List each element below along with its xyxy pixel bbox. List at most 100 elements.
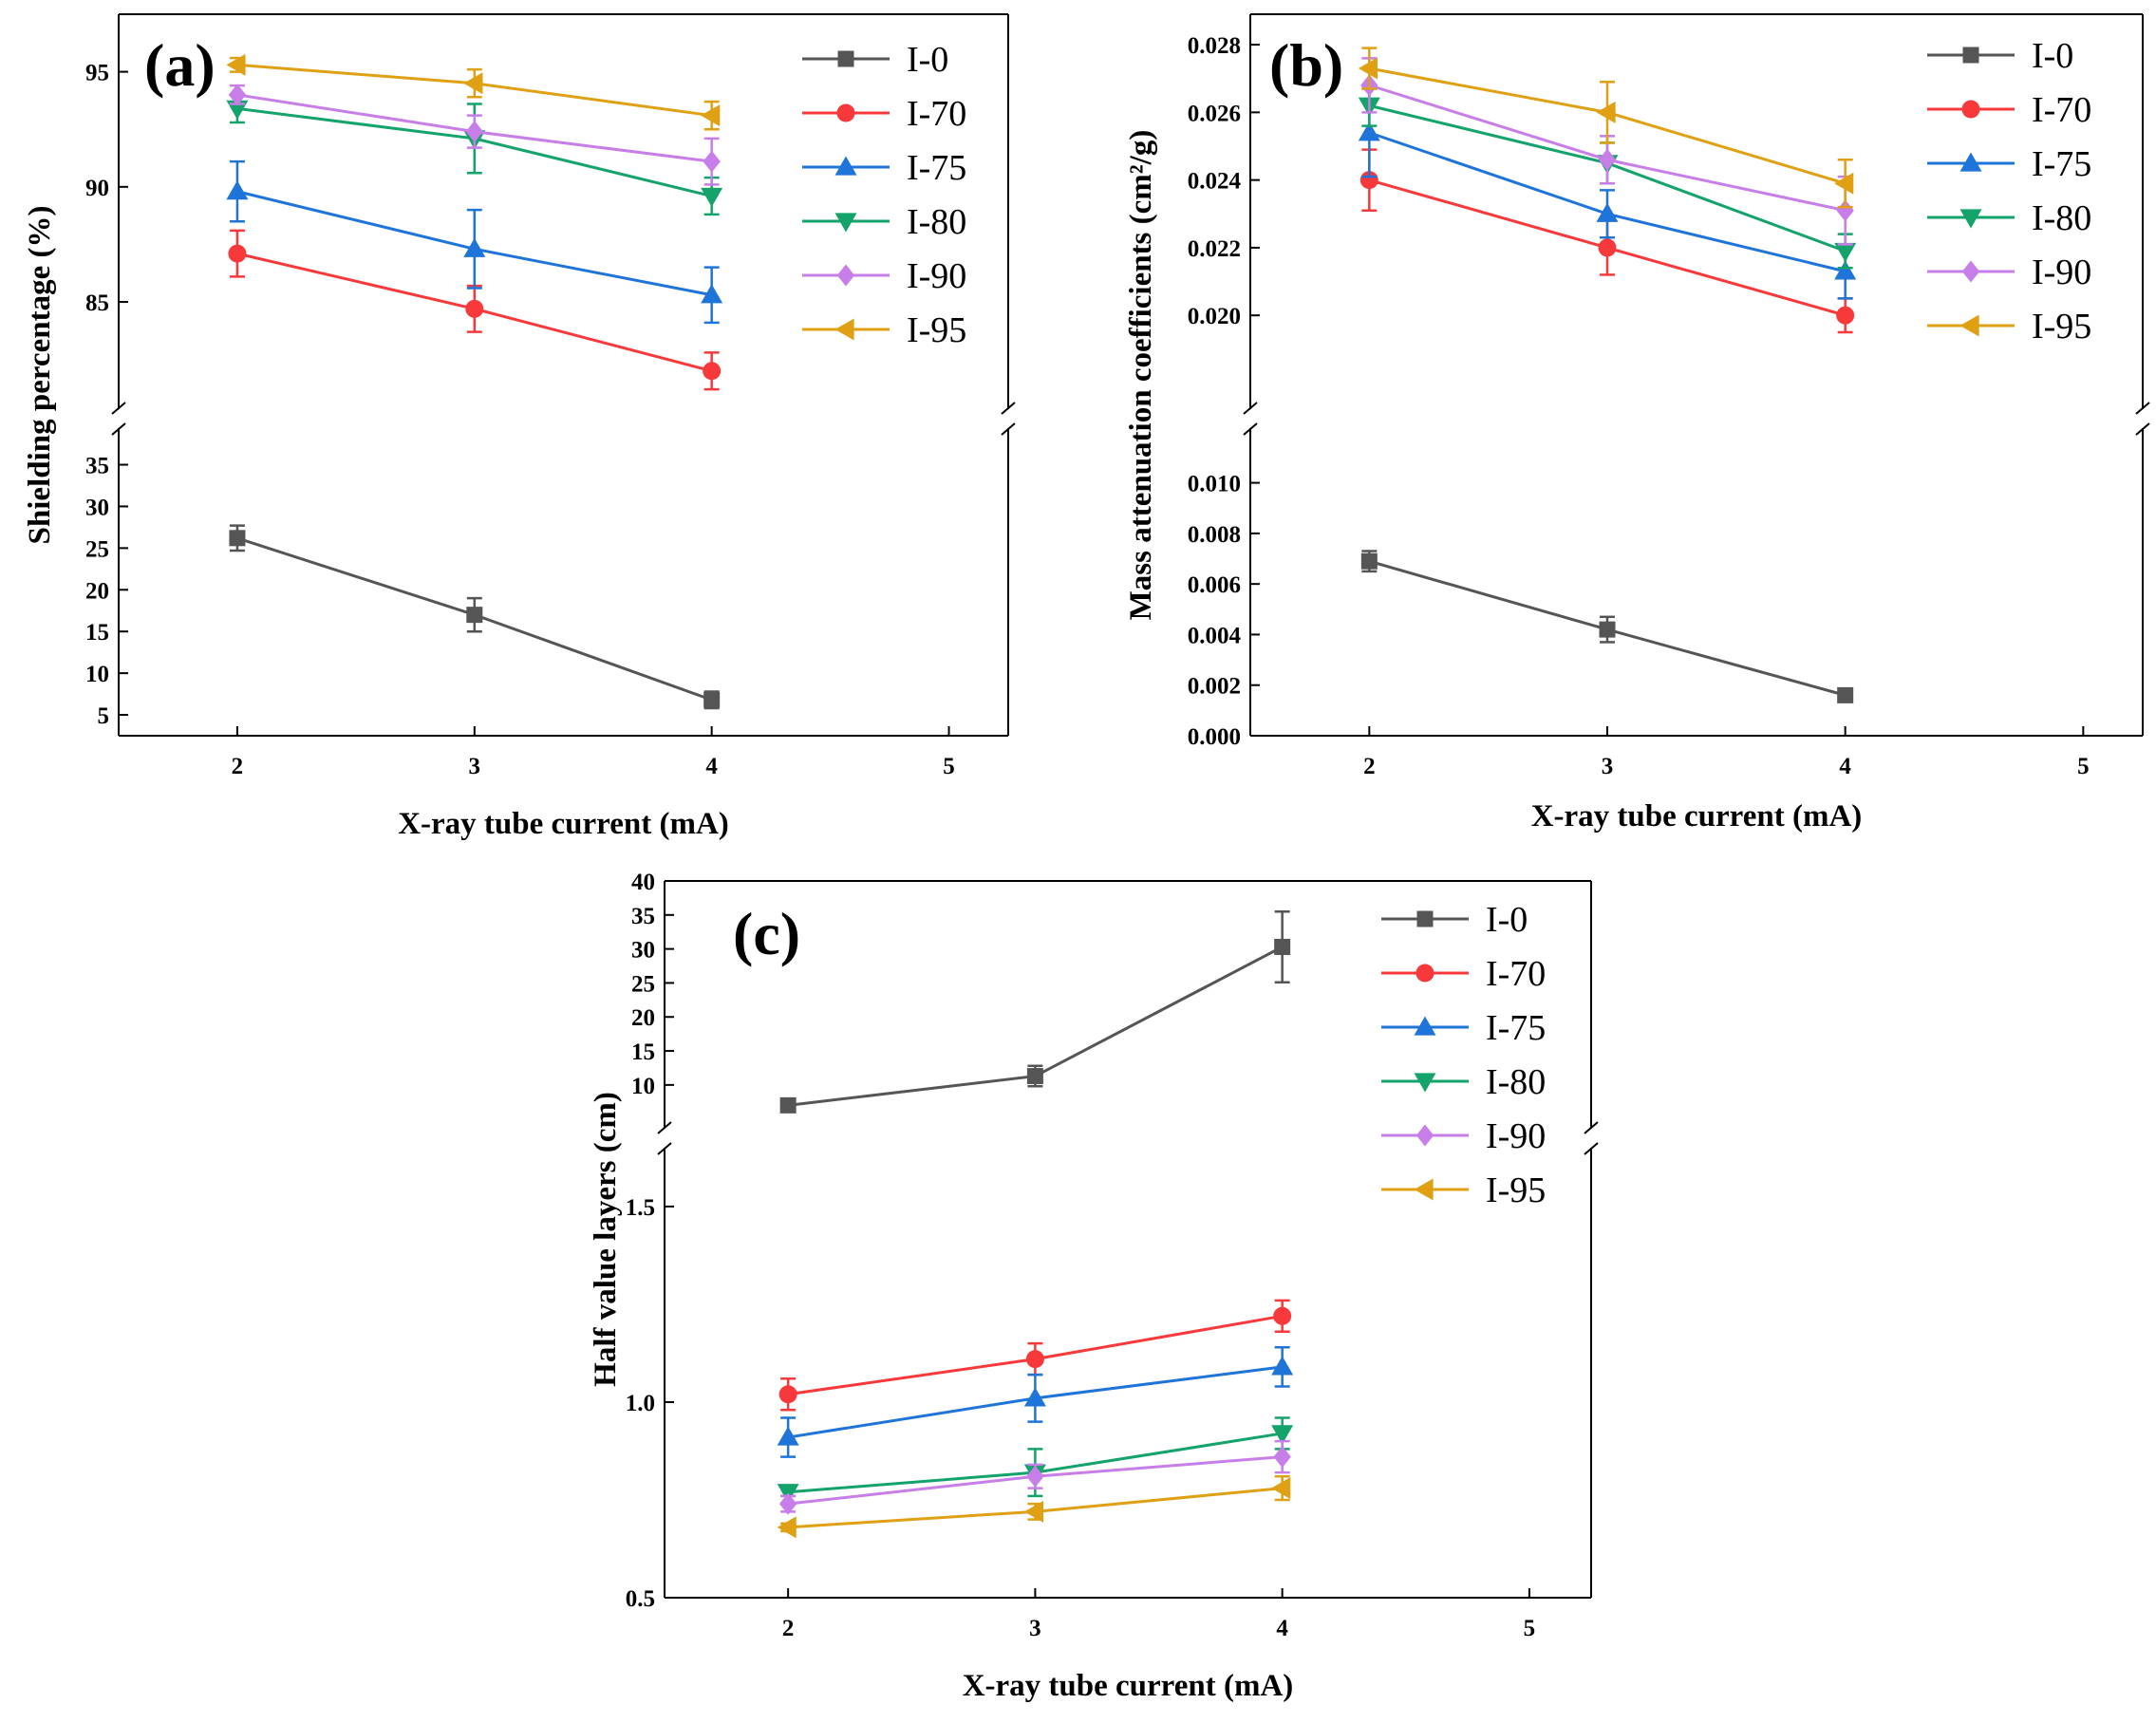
data-point xyxy=(701,104,721,127)
data-point xyxy=(777,1426,799,1446)
legend-marker xyxy=(836,103,855,122)
legend-marker xyxy=(1959,314,1979,337)
data-point xyxy=(465,121,483,143)
x-tick-label: 4 xyxy=(1276,1616,1288,1641)
y-tick-label: 0.006 xyxy=(1188,572,1241,598)
data-point xyxy=(701,187,723,208)
legend-item: I-95 xyxy=(1927,307,2091,346)
legend-label: I-75 xyxy=(1486,1008,1546,1048)
series-I-0 xyxy=(229,524,721,710)
legend-marker xyxy=(1414,1016,1436,1036)
data-point xyxy=(1358,57,1378,80)
data-point xyxy=(703,362,722,381)
data-point xyxy=(1271,1425,1294,1445)
y-tick-label: 0.020 xyxy=(1188,304,1241,329)
legend-item: I-95 xyxy=(802,310,966,350)
legend-item: I-80 xyxy=(1381,1062,1546,1102)
data-point xyxy=(1599,621,1616,638)
legend-label: I-70 xyxy=(907,94,966,134)
legend-label: I-90 xyxy=(1486,1116,1546,1156)
data-point xyxy=(1834,172,1854,195)
data-point xyxy=(777,1516,797,1539)
axis-break-mark xyxy=(1584,1142,1599,1155)
legend-item: I-0 xyxy=(1927,36,2073,76)
legend-label: I-90 xyxy=(907,256,966,296)
chart-panel-1: 2 3 4 5 85 90 95 5 10 15 20 25 30 35 X-ray tube curren… xyxy=(23,13,1016,841)
series-I-70 xyxy=(778,1299,1292,1412)
axis-break-mark xyxy=(1243,402,1258,415)
data-point xyxy=(1273,1446,1291,1469)
legend-marker xyxy=(1961,260,1980,283)
data-point xyxy=(463,237,486,257)
legend-item: I-90 xyxy=(802,256,966,296)
data-point xyxy=(463,72,483,95)
x-tick-label: 4 xyxy=(1839,754,1851,779)
legend-marker xyxy=(1415,1124,1434,1147)
series-I-90 xyxy=(778,1439,1291,1515)
data-point xyxy=(1837,686,1854,703)
series-I-70 xyxy=(228,229,722,391)
x-tick-label: 5 xyxy=(2077,754,2090,779)
legend-label: I-95 xyxy=(907,310,966,350)
data-point xyxy=(1274,938,1291,955)
legend-label: I-70 xyxy=(2032,90,2091,130)
legend-label: I-80 xyxy=(1486,1062,1546,1102)
y-tick-label: 5 xyxy=(98,703,110,729)
legend-item: I-0 xyxy=(1381,900,1528,940)
axis-break-mark xyxy=(111,422,126,436)
x-tick-label: 2 xyxy=(232,754,244,779)
data-point xyxy=(465,299,484,318)
x-tick-label: 3 xyxy=(469,754,481,779)
data-point xyxy=(226,100,249,120)
data-point xyxy=(1598,238,1617,257)
y-tick-label: 0.002 xyxy=(1188,674,1241,700)
data-point xyxy=(1596,202,1619,222)
legend-item: I-75 xyxy=(1381,1008,1546,1048)
data-point xyxy=(779,1096,797,1114)
y-tick-label: 30 xyxy=(85,495,109,520)
legend-marker xyxy=(1414,1178,1434,1201)
data-point xyxy=(228,84,247,106)
x-axis-title: X-ray tube current (mA) xyxy=(1531,799,1863,833)
series-I-95 xyxy=(777,1475,1291,1539)
axis-break-mark xyxy=(1001,402,1016,415)
x-tick-label: 5 xyxy=(943,754,955,779)
y-tick-label: 20 xyxy=(631,1005,655,1031)
data-point xyxy=(1271,1356,1294,1376)
axis-break-mark xyxy=(1243,422,1258,436)
y-tick-label: 25 xyxy=(631,971,655,997)
legend-label: I-95 xyxy=(1486,1171,1546,1210)
data-point xyxy=(1598,148,1617,171)
data-point xyxy=(1836,199,1854,222)
legend-item: I-70 xyxy=(1927,90,2091,130)
legend-item: I-90 xyxy=(1381,1116,1546,1156)
data-point xyxy=(778,1492,797,1515)
legend-label: I-75 xyxy=(907,148,966,188)
y-tick-label: 0.000 xyxy=(1188,724,1241,750)
legend-item: I-70 xyxy=(1381,954,1546,994)
legend-item: I-0 xyxy=(802,40,948,80)
panel-label: (c) xyxy=(733,900,800,967)
y-tick-label: 1.0 xyxy=(626,1391,655,1416)
legend-item: I-70 xyxy=(802,94,966,134)
axis-break-mark xyxy=(657,1142,672,1155)
y-tick-label: 0.028 xyxy=(1188,33,1241,59)
data-point xyxy=(703,150,721,173)
legend-marker xyxy=(834,156,857,176)
y-tick-label: 15 xyxy=(631,1039,655,1065)
data-point xyxy=(1271,1477,1291,1500)
legend-marker xyxy=(1959,152,1982,172)
y-axis-title: Half value layers (cm) xyxy=(589,1092,623,1387)
data-point xyxy=(1360,552,1378,570)
legend-label: I-75 xyxy=(2032,144,2091,184)
series-I-80 xyxy=(777,1416,1294,1504)
chart-panel-2: 2 3 4 5 0.020 0.022 0.024 0.026 0.028 0.000 0.002 0… xyxy=(1124,13,2150,833)
y-tick-label: 20 xyxy=(85,578,109,604)
axis-break-mark xyxy=(2135,422,2150,436)
series-I-70 xyxy=(1359,148,1855,334)
chart-panel-3: 2 3 4 5 10 15 20 25 30 35 40 0.5 1.0 1.5 X-ray tube cu… xyxy=(589,870,1599,1703)
legend-label: I-0 xyxy=(2032,36,2073,76)
legend-item: I-80 xyxy=(802,202,966,242)
legend-label: I-70 xyxy=(1486,954,1546,994)
